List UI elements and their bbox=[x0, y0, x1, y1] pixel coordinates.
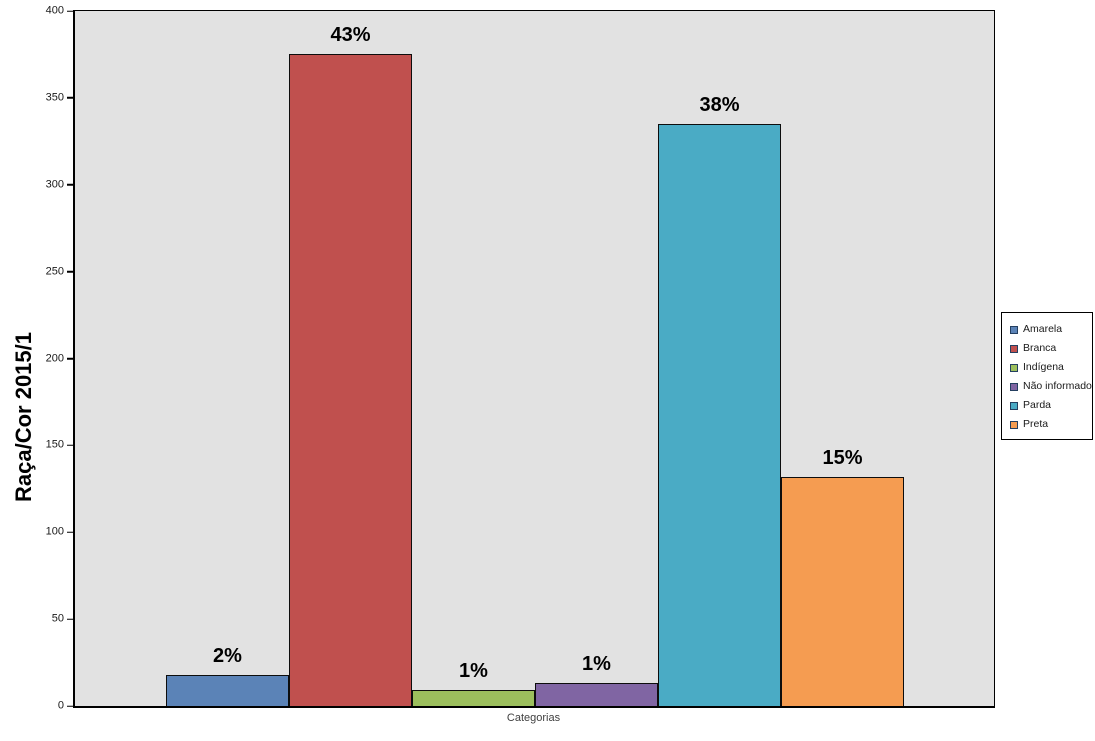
y-axis-tick-label: 250 bbox=[45, 265, 64, 278]
legend-item-parda: Parda bbox=[1010, 396, 1092, 415]
y-axis-tick bbox=[67, 357, 73, 360]
legend-item-branca: Branca bbox=[1010, 339, 1092, 358]
bar-data-label: 15% bbox=[822, 446, 863, 469]
y-axis-tick bbox=[67, 531, 73, 533]
bar-amarela bbox=[166, 674, 289, 706]
legend-swatch-icon bbox=[1010, 325, 1018, 334]
legend-swatch-icon bbox=[1010, 401, 1018, 410]
y-axis-tick bbox=[67, 705, 73, 707]
bar-data-label: 38% bbox=[699, 93, 740, 116]
legend-swatch-icon bbox=[1010, 420, 1018, 429]
bar-não-informado bbox=[535, 683, 658, 706]
bar-branca bbox=[289, 54, 412, 706]
y-axis-tick-label: 100 bbox=[45, 525, 64, 538]
legend-item-amarela: Amarela bbox=[1010, 320, 1092, 339]
y-axis-tick-label: 50 bbox=[51, 612, 64, 625]
plot-area: 0 50 100 150 200 250 300 350 400 2% 43% 1% 1% 38% 15% bbox=[46, 5, 995, 711]
legend: Amarela Branca Indígena Não informado Parda P… bbox=[1001, 312, 1093, 440]
y-axis-tick bbox=[67, 618, 73, 620]
legend-label: Preta bbox=[1023, 418, 1049, 431]
y-axis-tick bbox=[67, 184, 73, 186]
legend-item-indígena: Indígena bbox=[1010, 358, 1092, 377]
legend-swatch-icon bbox=[1010, 344, 1018, 353]
y-axis-tick-label: 300 bbox=[45, 178, 64, 191]
legend-swatch-icon bbox=[1010, 363, 1018, 372]
legend-swatch-icon bbox=[1010, 382, 1018, 391]
legend-label: Amarela bbox=[1023, 323, 1063, 336]
bar-data-label: 1% bbox=[582, 653, 611, 676]
legend-label: Parda bbox=[1023, 399, 1052, 412]
y-axis-tick-label: 0 bbox=[57, 699, 64, 712]
y-axis-tick-label: 150 bbox=[45, 438, 64, 451]
y-axis-tick bbox=[67, 270, 73, 273]
legend-item-preta: Preta bbox=[1010, 415, 1092, 434]
legend-label: Branca bbox=[1023, 342, 1057, 355]
bar-indígena bbox=[412, 690, 535, 706]
y-axis-tick-label: 350 bbox=[45, 91, 64, 104]
y-axis-tick bbox=[67, 10, 73, 12]
y-axis-tick-label: 400 bbox=[45, 4, 64, 17]
y-axis-tick bbox=[67, 444, 73, 447]
bar-data-label: 1% bbox=[459, 660, 488, 683]
y-axis-tick bbox=[67, 97, 73, 99]
bar-data-label: 2% bbox=[213, 644, 242, 667]
y-axis-tick-label: 200 bbox=[45, 352, 64, 364]
bar-preta bbox=[781, 476, 904, 706]
legend-label: Não informado bbox=[1023, 380, 1092, 393]
y-axis-title: Raça/Cor 2015/1 bbox=[11, 332, 36, 502]
bar-parda bbox=[658, 123, 781, 706]
legend-label: Indígena bbox=[1023, 361, 1064, 374]
legend-item-não-informado: Não informado bbox=[1010, 377, 1092, 396]
x-axis-label: Categorias bbox=[506, 712, 561, 724]
bar-data-label: 43% bbox=[330, 24, 371, 47]
